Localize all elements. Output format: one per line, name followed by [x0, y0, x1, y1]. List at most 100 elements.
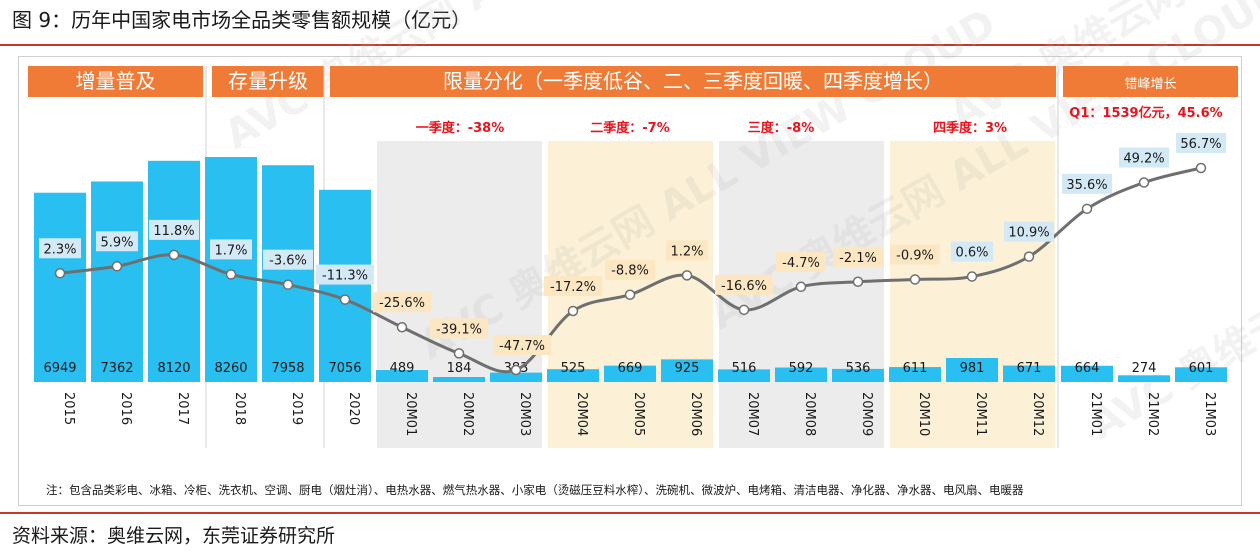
figure-title: 图 9：历年中国家电市场全品类零售额规模（亿元）	[12, 8, 472, 32]
quarter-note-2: 二季度：-7%	[590, 120, 669, 136]
x-tick-2020: 2020	[346, 392, 361, 425]
growth-point-20M10	[909, 274, 921, 285]
bar-value-label-20M05: 669	[618, 361, 643, 376]
bar-value-label-20M09: 536	[846, 361, 871, 376]
bar-20M10	[889, 367, 941, 382]
bar-20M12	[1003, 365, 1055, 382]
x-tick-20M04: 20M04	[574, 392, 589, 436]
growth-label-bg-20M12	[1004, 221, 1054, 242]
growth-label-20M02: -39.1%	[436, 322, 482, 337]
bar-value-label-20M04: 525	[561, 361, 586, 376]
bar-2017	[148, 160, 200, 382]
growth-point-21M03	[1195, 162, 1207, 174]
x-tick-20M07: 20M07	[745, 392, 760, 436]
growth-label-bg-2017	[149, 219, 199, 240]
x-tick-2019: 2019	[289, 392, 304, 425]
growth-point-20M02	[453, 348, 465, 359]
bar-value-labels: 6949736281208260795870564891843835256699…	[43, 361, 1213, 376]
growth-label-2020: -11.3%	[322, 269, 368, 284]
growth-label-bg-20M05	[605, 259, 655, 280]
growth-point-20M04	[567, 305, 579, 317]
growth-label-bg-20M02	[430, 318, 488, 339]
bar-value-label-20M08: 592	[789, 361, 814, 376]
growth-label-bg-21M01	[1062, 173, 1112, 194]
bar-21M02	[1118, 375, 1170, 382]
x-tick-20M12: 20M12	[1030, 392, 1045, 436]
phase-header-label-2: 存量升级	[228, 69, 308, 93]
bar-value-label-2020: 7056	[328, 361, 361, 376]
phase-header-label-4: 错峰增长	[1124, 77, 1176, 92]
growth-label-bg-2019	[263, 249, 313, 270]
bar-21M03	[1175, 367, 1227, 382]
growth-label-2019: -3.6%	[269, 254, 307, 269]
growth-label-bg-20M01	[373, 292, 431, 313]
quarter-notes: 一季度：-38% 二季度：-7% 三度：-8% 四季度：3% Q1：1539亿元，45.…	[416, 105, 1223, 136]
bar-21M01	[1061, 365, 1113, 382]
growth-label-bg-20M09	[833, 246, 883, 267]
bar-2019	[262, 165, 314, 382]
growth-label-bg-20M06	[666, 240, 708, 261]
growth-label-20M12: 10.9%	[1008, 226, 1049, 241]
bar-value-label-2016: 7362	[100, 361, 133, 376]
growth-label-20M03: -47.7%	[499, 339, 545, 354]
growth-label-20M08: -4.7%	[782, 256, 820, 271]
growth-label-bg-20M04	[544, 275, 602, 296]
phase-header-bg-4	[1063, 66, 1238, 97]
bar-2015	[34, 192, 86, 382]
x-tick-2017: 2017	[175, 392, 190, 425]
growth-point-2016	[111, 261, 123, 272]
growth-label-bg-2015	[39, 238, 81, 259]
bar-20M05	[604, 365, 656, 382]
growth-point-2019	[282, 279, 294, 290]
source-note: 资料来源：奥维云网，东莞证券研究所	[12, 525, 336, 547]
bar-2020	[319, 189, 371, 382]
bar-value-label-20M02: 184	[447, 361, 472, 376]
growth-label-bg-2016	[96, 231, 138, 252]
x-tick-20M10: 20M10	[916, 392, 931, 436]
q1-note: Q1：1539亿元，45.6%	[1069, 105, 1222, 121]
x-tick-2016: 2016	[118, 392, 133, 425]
quarter-note-1: 一季度：-38%	[416, 120, 505, 136]
growth-label-bg-2018	[210, 239, 252, 260]
bar-value-label-21M01: 664	[1075, 361, 1100, 376]
x-tick-2018: 2018	[232, 392, 247, 425]
phase-header-label-1: 增量普及	[76, 69, 156, 93]
bar-20M02	[433, 377, 485, 382]
x-tick-labels: 2015 2016 2017 2018 2019 2020 20M01 20M02 20M03 2…	[61, 392, 1217, 436]
growth-label-21M01: 35.6%	[1066, 178, 1107, 193]
x-tick-20M06: 20M06	[688, 392, 703, 436]
growth-point-20M03	[510, 364, 522, 376]
bar-20M04	[547, 369, 599, 382]
bar-value-label-20M01: 489	[390, 361, 415, 376]
growth-label-20M07: -16.6%	[721, 279, 767, 294]
growth-point-20M06	[681, 270, 693, 281]
bar-20M01	[376, 370, 428, 382]
bar-value-label-2019: 7958	[271, 361, 304, 376]
growth-label-20M11: 0.6%	[955, 246, 988, 261]
quarter-note-3: 三度：-8%	[748, 120, 814, 136]
growth-label-bg-21M02	[1119, 147, 1169, 168]
x-tick-2015: 2015	[61, 392, 76, 425]
x-tick-20M03: 20M03	[517, 392, 532, 436]
growth-label-21M03: 56.7%	[1180, 137, 1221, 152]
bar-value-label-20M06: 925	[675, 361, 700, 376]
bar-20M03	[490, 372, 542, 382]
bar-2016	[91, 181, 143, 382]
growth-point-20M01	[396, 321, 408, 333]
x-tick-21M02: 21M02	[1145, 392, 1160, 436]
bar-20M07	[718, 369, 770, 382]
growth-point-20M09	[852, 276, 864, 288]
bar-20M11	[946, 358, 998, 382]
growth-label-bg-20M03	[493, 335, 551, 355]
bar-value-label-2018: 8260	[214, 361, 247, 376]
chart-footnote: 注：包含品类彩电、冰箱、冷柜、洗衣机、空调、厨电（烟灶消）、电热水器、燃气热水器…	[46, 483, 1024, 497]
phase-header-bg-1	[28, 66, 203, 97]
x-tick-20M11: 20M11	[973, 392, 988, 436]
growth-label-20M05: -8.8%	[611, 264, 649, 279]
bar-value-label-20M12: 671	[1017, 361, 1042, 376]
bar-20M08	[775, 367, 827, 382]
x-tick-20M05: 20M05	[631, 392, 646, 436]
growth-label-2018: 1.7%	[214, 243, 247, 258]
growth-point-20M08	[795, 281, 807, 293]
quarter-note-4: 四季度：3%	[933, 120, 1007, 136]
